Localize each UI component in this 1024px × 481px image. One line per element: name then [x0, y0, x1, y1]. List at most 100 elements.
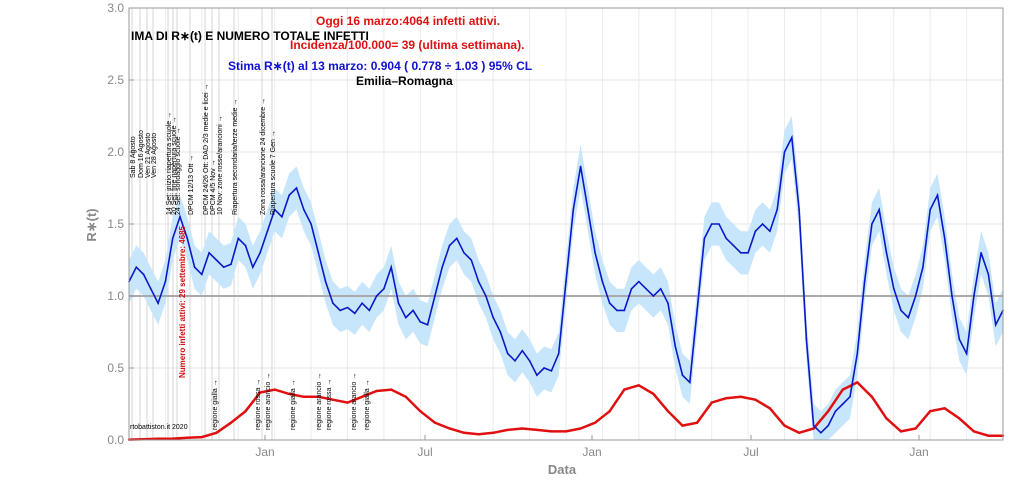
- infetti-point: [929, 410, 932, 413]
- infetti-point: [492, 431, 495, 434]
- infetti-point: [914, 427, 917, 430]
- rt-point: [448, 244, 451, 247]
- event-label-top: 24 Set: sondaggio scuole →: [175, 127, 182, 215]
- rt-point: [477, 280, 480, 283]
- rt-point: [689, 381, 691, 384]
- rt-point: [281, 216, 283, 218]
- infetti-point: [521, 427, 524, 430]
- rt-point: [273, 208, 276, 211]
- y-tick-label: 0.5: [107, 361, 124, 375]
- rt-point: [339, 309, 342, 312]
- rt-point: [405, 316, 407, 319]
- event-label-top: Dom 16 Agosto: [138, 130, 145, 178]
- rt-point: [390, 266, 393, 269]
- infetti-point: [302, 395, 305, 398]
- rt-point: [929, 208, 931, 211]
- infetti-point: [681, 424, 684, 427]
- infetti-point: [725, 397, 728, 400]
- infetti-point: [506, 428, 509, 432]
- rt-point: [499, 331, 502, 333]
- rt-point: [441, 266, 444, 269]
- rt-point: [514, 360, 516, 362]
- y-tick-label: 0.0: [107, 433, 124, 447]
- rt-point: [324, 280, 327, 283]
- rt-point: [215, 259, 218, 261]
- infetti-point: [375, 389, 378, 393]
- rt-point: [557, 352, 560, 355]
- rt-point: [550, 370, 553, 372]
- rt-point: [783, 151, 786, 153]
- x-tick-label: Jan: [909, 445, 928, 459]
- incidence-annotation: Incidenza/100.000= 39 (ultima settimana)…: [290, 38, 524, 52]
- event-label-bottom: regione gialla →: [364, 379, 371, 430]
- rt-point: [572, 208, 575, 211]
- rt-point: [179, 216, 181, 218]
- y-tick-label: 1.5: [107, 217, 124, 231]
- rt-point: [186, 237, 189, 240]
- infetti-point: [273, 388, 276, 391]
- infetti-point: [258, 391, 262, 394]
- rt-point: [368, 309, 371, 312]
- infetti-point: [564, 430, 568, 433]
- rt-point: [485, 295, 487, 297]
- today-annotation: Oggi 16 marzo:4064 infetti attivi.: [316, 14, 500, 28]
- rt-point: [798, 208, 800, 211]
- x-tick-label: Jul: [743, 445, 758, 459]
- infetti-point: [783, 424, 786, 427]
- rt-point: [645, 288, 647, 290]
- rt-point: [521, 349, 524, 352]
- rt-point: [652, 295, 655, 297]
- rt-point: [222, 266, 225, 269]
- rt-point: [601, 280, 604, 283]
- rt-point: [419, 321, 422, 323]
- event-labels-top: Sab 8 Agosto Dom 16 Agosto Ven 21 Agosto Ve…: [130, 84, 277, 216]
- infetti-point: [186, 436, 189, 439]
- rt-point: [164, 280, 167, 283]
- event-label-top: Riapertura scuole 7 Gen →: [270, 130, 277, 215]
- infetti-point: [433, 421, 437, 424]
- event-label-top: 14 Set: inizio riapertura scuole →: [166, 112, 173, 215]
- infetti-point: [244, 410, 247, 413]
- y-tick-label: 1.0: [107, 289, 124, 303]
- y-tick-label: 2.5: [107, 73, 124, 87]
- rt-point: [310, 223, 312, 225]
- rt-point: [332, 302, 334, 305]
- event-label-bottom: regione arancio →: [351, 373, 358, 430]
- rt-point: [994, 324, 997, 326]
- event-label-bottom: regione gialla →: [212, 379, 219, 430]
- rt-point: [878, 208, 880, 211]
- rt-point: [754, 230, 757, 232]
- rt-point: [630, 288, 633, 290]
- infetti-point: [666, 410, 670, 413]
- rt-point: [201, 273, 203, 276]
- rt-point: [397, 302, 400, 305]
- event-label-top: Ven 21 Agosto: [145, 133, 152, 178]
- infetti-point: [885, 417, 888, 420]
- rt-point: [193, 266, 196, 269]
- event-label-bottom: regione rossa →: [326, 379, 333, 430]
- rt-point: [266, 230, 269, 232]
- rt-point: [820, 432, 822, 434]
- rt-point: [252, 266, 254, 269]
- chart-title: IMA DI R∗(t) E NUMERO TOTALE INFETTI: [131, 29, 369, 43]
- rt-point: [805, 338, 808, 341]
- rt-point: [426, 324, 429, 326]
- rt-point: [696, 309, 698, 312]
- rt-point: [965, 352, 968, 355]
- infetti-point: [593, 421, 597, 424]
- rt-point: [230, 263, 232, 266]
- infetti-point: [462, 431, 466, 434]
- rt-point: [623, 309, 626, 312]
- x-tick-label: Jan: [582, 445, 601, 459]
- rt-point: [834, 410, 837, 413]
- rt-point: [980, 252, 982, 254]
- infetti-point: [812, 427, 815, 430]
- event-label-top: Ven 28 Agosto: [151, 133, 158, 178]
- infetti-point: [710, 401, 713, 404]
- rt-point: [346, 306, 349, 309]
- rt-point: [492, 316, 495, 319]
- event-label-bottom: regione gialla →: [290, 379, 297, 430]
- rt-point: [849, 396, 851, 398]
- infetti-point: [360, 395, 364, 398]
